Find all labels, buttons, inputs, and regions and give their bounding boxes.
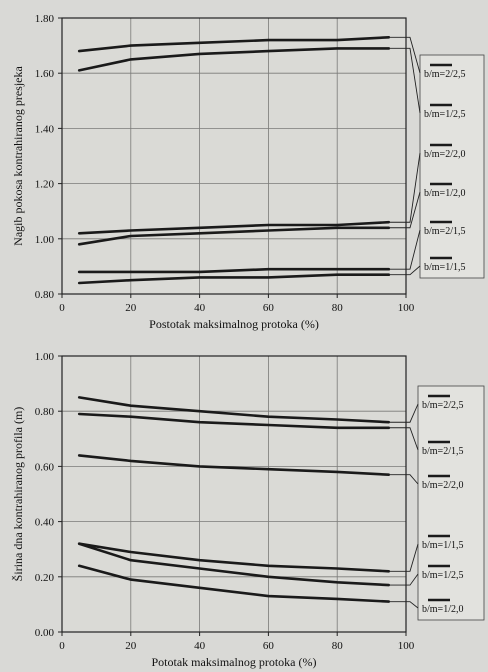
y-tick-label: 1.40 (35, 123, 55, 135)
leader-line (388, 601, 419, 609)
chart-panel-2: 0 20 40 60 80 100 0.00 0.20 0.40 0.60 0.80 1.00 Poto… (11, 351, 485, 669)
x-tick-label: 60 (263, 640, 275, 652)
x-tick-label: 100 (398, 302, 415, 314)
leader-line (388, 47, 421, 114)
chart-panel-1: 0 20 40 60 80 100 0.80 1.00 1.20 1.40 1.60 1.80 Post… (11, 13, 485, 331)
x-tick-label: 100 (398, 640, 415, 652)
legend-label: b/m=1/2,5 (422, 570, 463, 581)
x-tick-label: 0 (59, 302, 65, 314)
legend-label: b/m=2/2,0 (422, 480, 463, 491)
x-tick-label: 0 (59, 640, 65, 652)
x-axis-title: Postotak maksimalnog protoka (%) (149, 317, 319, 331)
legend-label: b/m=2/2,0 (424, 149, 465, 160)
series-line (77, 564, 391, 603)
series-line (77, 35, 391, 53)
series-line (77, 542, 391, 573)
legend-label: b/m=1/1,5 (424, 262, 465, 273)
y-tick-label: 1.00 (35, 234, 55, 246)
x-tick-label: 40 (194, 302, 206, 314)
legend-box (419, 54, 485, 279)
series-line (77, 542, 391, 587)
y-tick-label: 0.00 (35, 627, 55, 639)
leader-line (388, 152, 421, 223)
y-tick-label: 1.60 (35, 68, 55, 80)
leader-line (388, 265, 421, 276)
series-line (77, 226, 391, 246)
series-line (77, 396, 391, 424)
x-tick-label: 60 (263, 302, 275, 314)
leader-line (388, 229, 421, 270)
leader-line (388, 573, 419, 586)
series-line (77, 47, 391, 72)
series-line (77, 220, 391, 235)
legend-label: b/m=2/1,5 (422, 446, 463, 457)
series-line (77, 273, 391, 285)
legend-label: b/m=2/2,5 (422, 400, 463, 411)
legend-label: b/m=2/2,5 (424, 69, 465, 80)
y-tick-label: 0.80 (35, 406, 55, 418)
leader-line (388, 403, 419, 423)
x-tick-label: 80 (332, 302, 344, 314)
leader-line (388, 191, 421, 229)
x-axis-title: Pototak maksimalnog protoka (%) (152, 655, 317, 669)
leader-line (388, 543, 419, 572)
x-tick-label: 80 (332, 640, 344, 652)
y-tick-label: 0.40 (35, 517, 55, 529)
y-axis-title: Nagib pokosa kontrahiranog presjeka (11, 66, 25, 246)
x-tick-label: 20 (125, 640, 137, 652)
series-line (77, 412, 391, 430)
legend-box (417, 385, 485, 621)
y-tick-label: 1.00 (35, 351, 55, 363)
x-tick-label: 20 (125, 302, 137, 314)
legend-label: b/m=1/1,5 (422, 540, 463, 551)
legend-label: b/m=1/2,0 (422, 604, 463, 615)
series-line (77, 267, 391, 274)
plot-frame (61, 17, 407, 295)
leader-line (388, 474, 419, 485)
legend-label: b/m=1/2,0 (424, 188, 465, 199)
leader-line (388, 427, 419, 451)
plot-area (62, 18, 406, 294)
y-axis-title: Širina dna kontrahiranog profila (m) (11, 407, 25, 582)
plot-area (62, 356, 406, 632)
series-line (77, 454, 391, 477)
y-tick-label: 0.20 (35, 572, 55, 584)
y-tick-label: 0.80 (35, 289, 55, 301)
plot-frame (61, 355, 407, 633)
y-tick-label: 1.20 (35, 179, 55, 191)
y-tick-label: 0.60 (35, 461, 55, 473)
legend-label: b/m=2/1,5 (424, 226, 465, 237)
legend-label: b/m=1/2,5 (424, 109, 465, 120)
leader-line (388, 36, 421, 74)
y-tick-label: 1.80 (35, 13, 55, 25)
x-tick-label: 40 (194, 640, 206, 652)
